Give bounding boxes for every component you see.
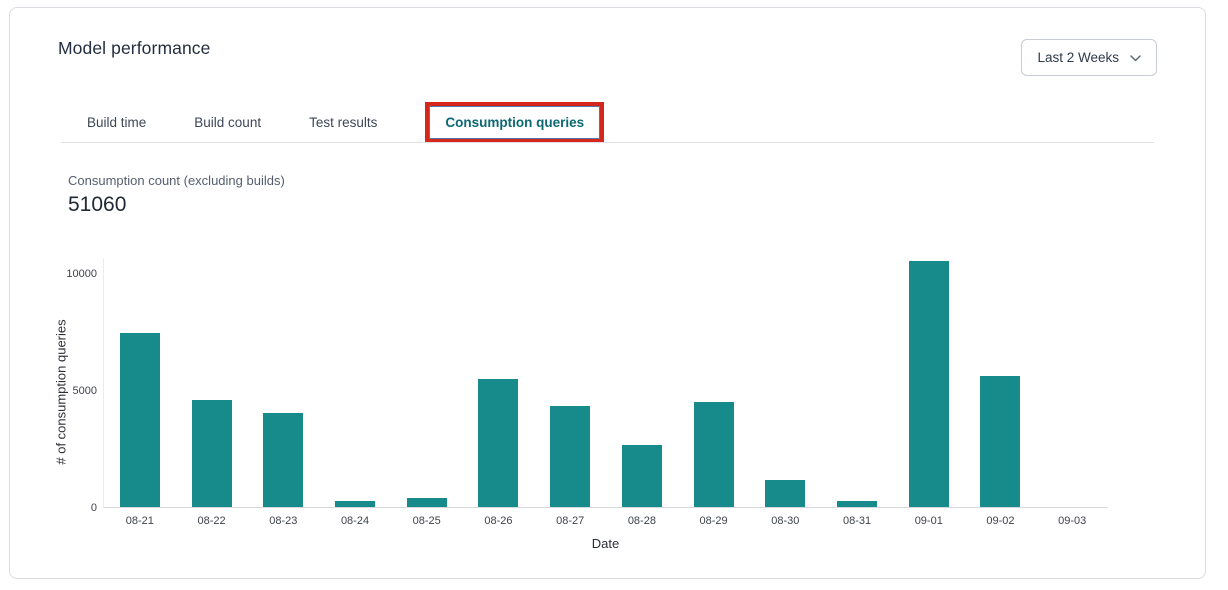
metric-label: Consumption count (excluding builds) — [68, 173, 285, 188]
bar-08-23[interactable] — [263, 413, 304, 507]
bar-slot: 09-02 — [965, 258, 1037, 527]
y-tick-label: 10000 — [66, 268, 97, 280]
bar-08-27[interactable] — [550, 406, 591, 507]
y-axis-ticks: 0 5000 10000 — [57, 258, 97, 514]
metric-value: 51060 — [68, 193, 127, 216]
period-dropdown-label: Last 2 Weeks — [1037, 50, 1119, 65]
bar-slot: 08-29 — [678, 258, 750, 527]
bar-slot: 09-01 — [893, 258, 965, 527]
tab-test-results[interactable]: Test results — [309, 114, 378, 130]
bar-slot: 08-28 — [606, 258, 678, 527]
tab-build-count[interactable]: Build count — [194, 114, 262, 130]
x-tick-label: 09-01 — [914, 515, 943, 527]
bar-slot: 08-25 — [391, 258, 463, 527]
x-tick-label: 09-03 — [1058, 515, 1087, 527]
bar-08-21[interactable] — [119, 333, 160, 507]
card-header: Model performance Last 2 Weeks — [58, 38, 1157, 76]
tab-bar: Build time Build count Test results Consump… — [87, 101, 605, 143]
plot-area[interactable]: 08-21 08-22 08-23 08-24 08-25 08-26 08-27 08-28… — [103, 258, 1108, 527]
bar-slot: 08-22 — [176, 258, 248, 527]
bar-08-25[interactable] — [406, 498, 447, 507]
bar-08-29[interactable] — [693, 402, 734, 507]
bar-slot: 08-21 — [104, 258, 176, 527]
bar-slot: 08-23 — [247, 258, 319, 527]
bar-08-24[interactable] — [335, 501, 376, 507]
bar-slot: 08-26 — [463, 258, 535, 527]
bar-08-28[interactable] — [621, 445, 662, 507]
y-tick-label: 0 — [90, 502, 97, 514]
bar-08-31[interactable] — [837, 501, 878, 507]
bar-08-26[interactable] — [478, 379, 519, 507]
x-tick-label: 08-23 — [269, 515, 298, 527]
x-tick-label: 08-27 — [556, 515, 585, 527]
x-tick-label: 08-31 — [842, 515, 872, 527]
model-performance-card: Model performance Last 2 Weeks Build tim… — [9, 7, 1206, 579]
bar-slot: 08-31 — [821, 258, 893, 527]
x-tick-label: 08-24 — [340, 515, 370, 527]
bar-slot: 08-30 — [749, 258, 821, 527]
x-tick-label: 08-25 — [412, 515, 441, 527]
x-tick-label: 08-29 — [699, 515, 728, 527]
bar-slot: 08-27 — [534, 258, 606, 527]
x-tick-label: 09-02 — [986, 515, 1015, 527]
tab-bar-divider — [61, 142, 1154, 143]
annotation-highlight-box: Consumption queries — [425, 101, 605, 143]
x-tick-label: 08-26 — [484, 515, 513, 527]
tab-consumption-queries[interactable]: Consumption queries — [445, 114, 585, 130]
chevron-down-icon — [1130, 50, 1141, 65]
bar-09-01[interactable] — [908, 261, 949, 507]
x-tick-label: 08-28 — [627, 515, 656, 527]
x-tick-label: 08-22 — [197, 515, 226, 527]
bar-08-30[interactable] — [765, 480, 806, 507]
x-axis-title: Date — [591, 536, 620, 551]
bar-08-22[interactable] — [191, 400, 232, 507]
metric-block: Consumption count (excluding builds) 510… — [68, 173, 285, 217]
y-tick-label: 5000 — [72, 385, 97, 397]
tab-build-time[interactable]: Build time — [87, 114, 147, 130]
period-dropdown[interactable]: Last 2 Weeks — [1021, 39, 1157, 76]
x-tick-label: 08-21 — [125, 515, 154, 527]
bar-slot: 08-24 — [319, 258, 391, 527]
bar-09-02[interactable] — [980, 376, 1021, 507]
bar-slot: 09-03 — [1036, 258, 1108, 527]
x-tick-label: 08-30 — [771, 515, 800, 527]
page-title: Model performance — [58, 38, 211, 58]
